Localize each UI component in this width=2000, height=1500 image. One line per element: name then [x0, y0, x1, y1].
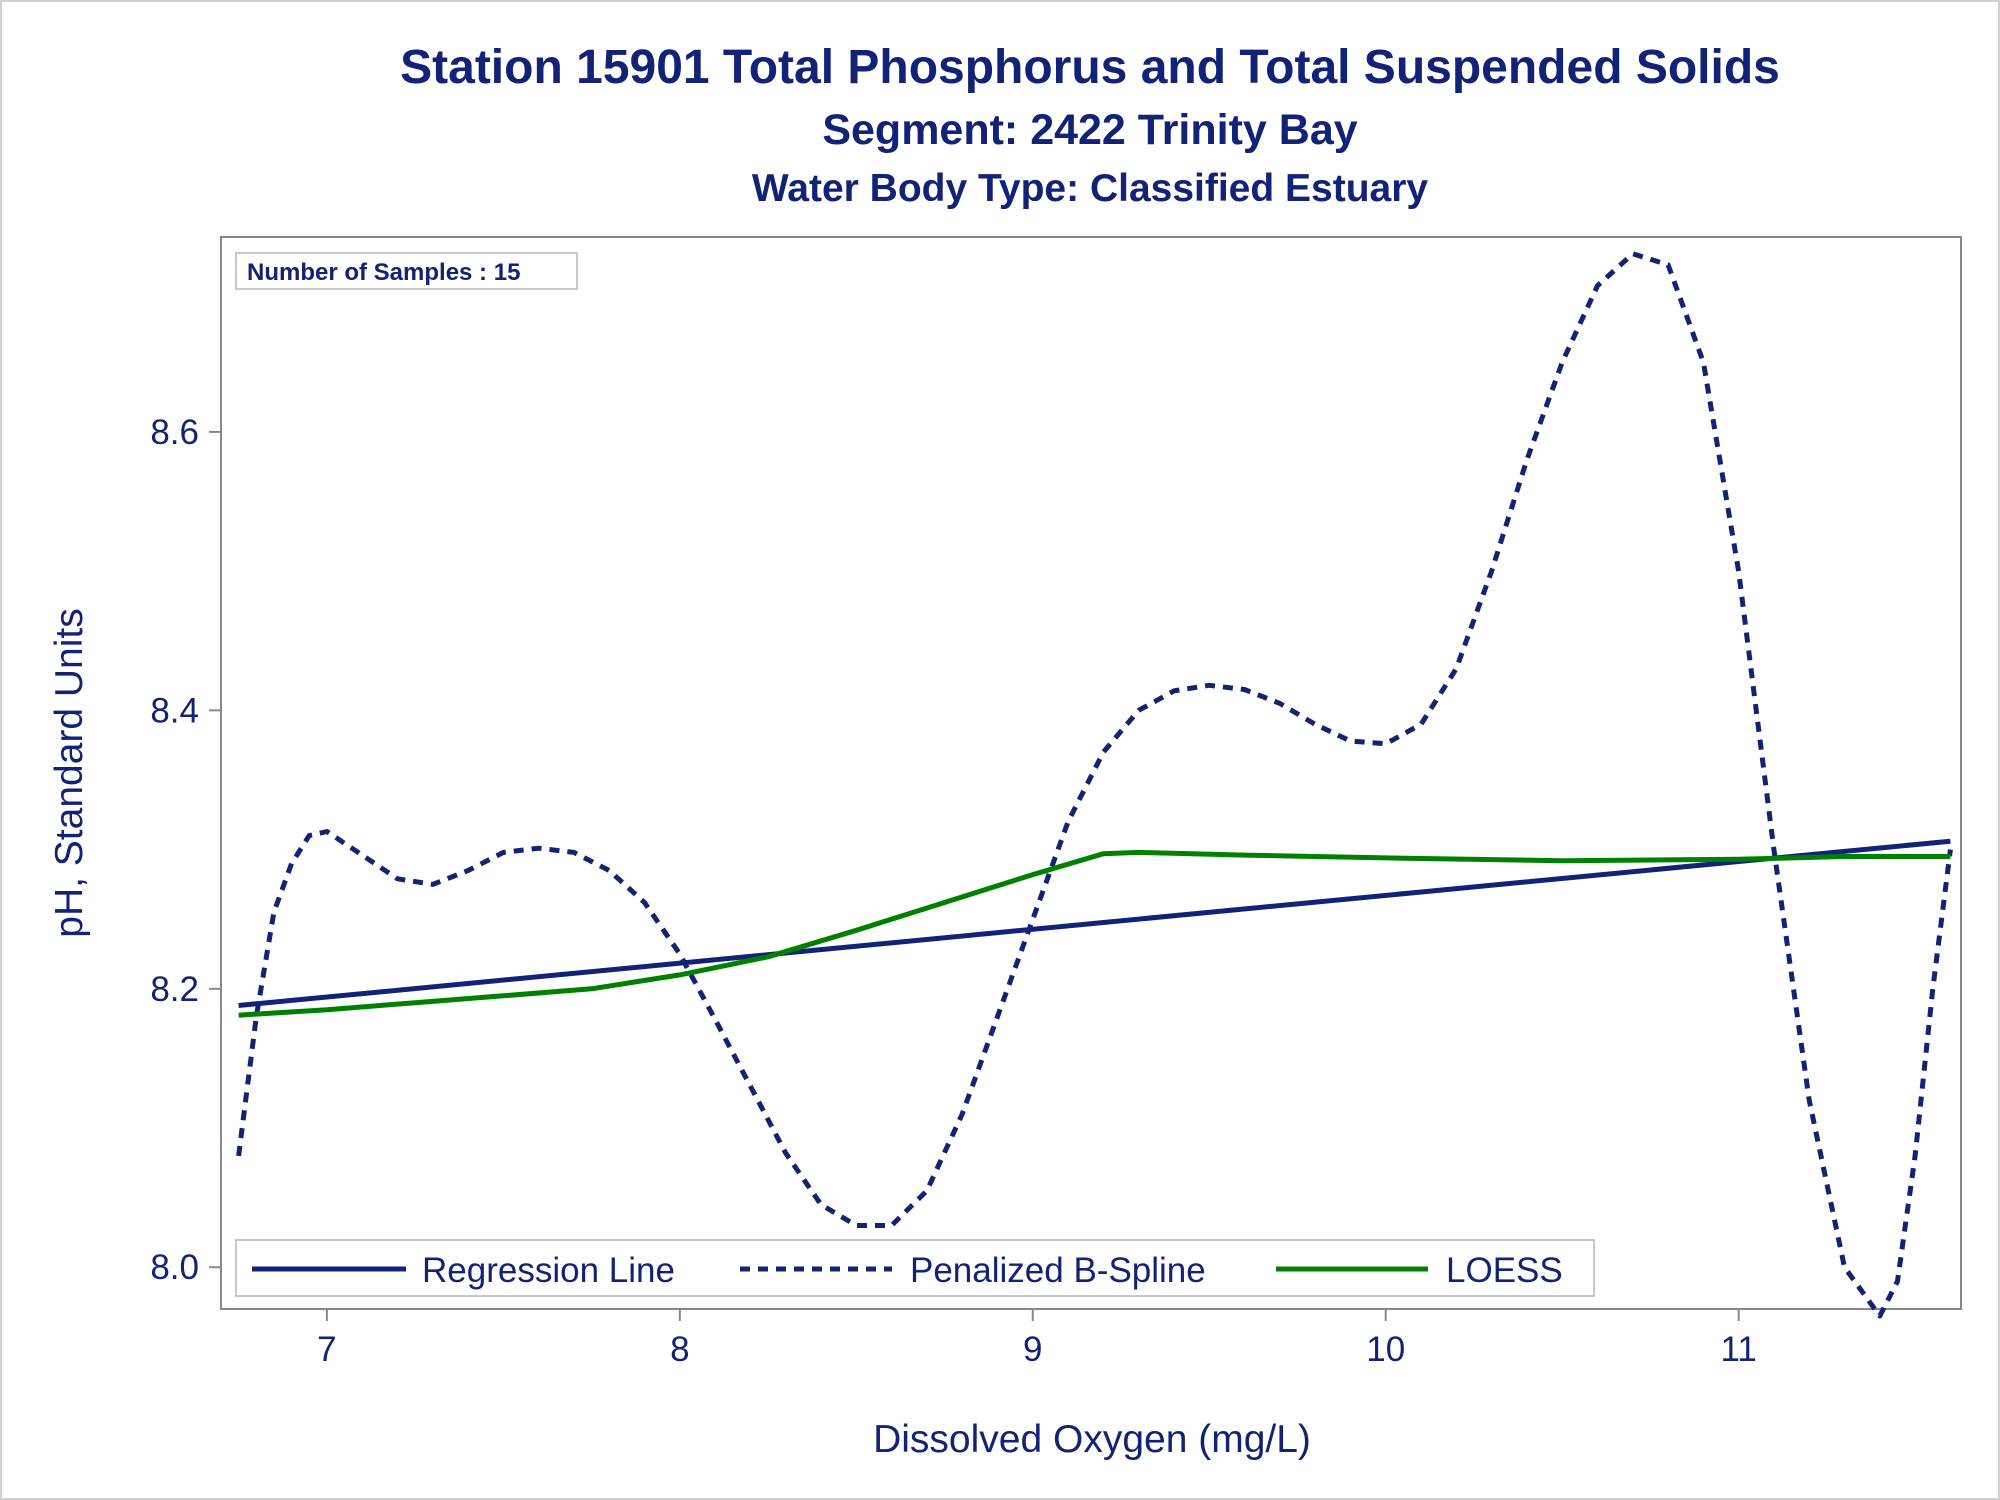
regression-line: [238, 838, 1951, 1008]
chart-subtitle-waterbody: Water Body Type: Classified Estuary: [751, 167, 1429, 210]
x-tick-label: 9: [1023, 1330, 1042, 1369]
y-axis-ticks: 8.0 8.2 8.4 8.6: [150, 413, 221, 1287]
legend-label-loess: LOESS: [1446, 1251, 1563, 1290]
legend-label-spline: Penalized B-Spline: [910, 1251, 1206, 1290]
x-tick-label: 8: [670, 1330, 689, 1369]
y-tick-label: 8.6: [150, 413, 199, 452]
y-axis-label: pH, Standard Units: [48, 608, 91, 938]
loess-line: [238, 849, 1951, 1018]
penalized-b-spline-line: [236, 251, 1953, 1319]
y-tick-label: 8.2: [150, 970, 199, 1009]
sample-count-box: [235, 252, 578, 290]
x-tick-label: 10: [1366, 1330, 1405, 1369]
x-tick-label: 7: [317, 1330, 336, 1369]
plot-lines: [236, 251, 1953, 1319]
legend: Regression Line Penalized B-Spline LOESS: [235, 1239, 1595, 1297]
chart-title: Station 15901 Total Phosphorus and Total…: [400, 41, 1780, 94]
y-tick-label: 8.0: [150, 1248, 199, 1287]
y-tick-label: 8.4: [150, 691, 199, 730]
x-axis-label: Dissolved Oxygen (mg/L): [873, 1418, 1311, 1461]
x-axis-ticks: 7 8 9 10 11: [317, 1309, 1757, 1369]
plot-area: [220, 236, 1962, 1310]
chart-subtitle-segment: Segment: 2422 Trinity Bay: [822, 106, 1358, 154]
x-tick-label: 11: [1720, 1330, 1756, 1369]
sample-count-label: Number of Samples : 15: [247, 259, 520, 286]
legend-label-regression: Regression Line: [422, 1251, 675, 1290]
